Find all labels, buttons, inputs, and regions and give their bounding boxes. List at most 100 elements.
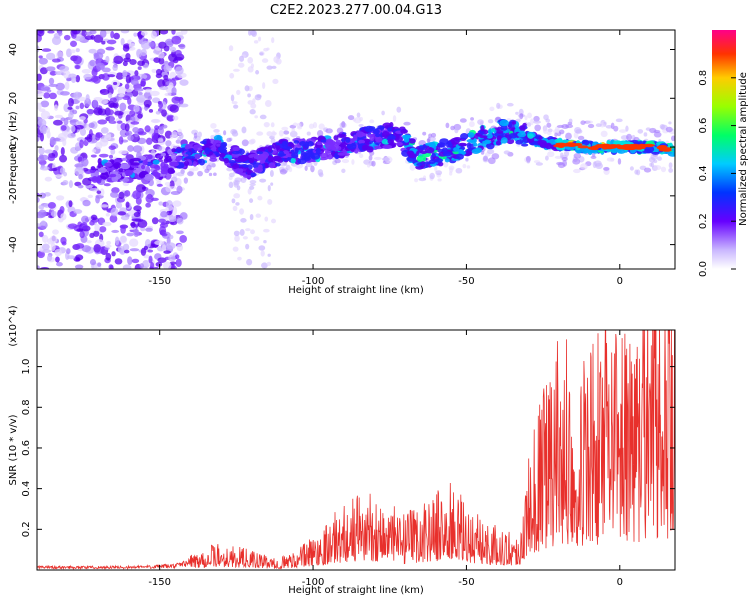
heat-blob <box>527 112 532 119</box>
heat-blob <box>278 130 284 137</box>
heat-blob <box>530 118 534 126</box>
heat-blob <box>105 252 112 261</box>
heat-blob <box>453 147 460 152</box>
heat-blob <box>455 167 463 174</box>
heat-blob <box>67 133 76 139</box>
snr-panel: -150 -100 -50 0 0.2 0.4 0.6 0.8 1.0 Height of s… <box>8 305 676 596</box>
heat-blob <box>74 264 84 269</box>
heat-blob <box>437 161 444 167</box>
heat-blob <box>120 163 131 170</box>
heat-blob <box>315 147 321 155</box>
heat-blob <box>197 170 203 177</box>
heat-blob <box>105 46 115 51</box>
heat-blob <box>373 156 382 161</box>
heat-blob <box>113 81 118 86</box>
heat-blob <box>81 158 89 167</box>
heat-blob <box>671 148 675 152</box>
heat-blob <box>145 137 153 145</box>
heat-blob <box>119 102 127 112</box>
heat-blob <box>233 104 239 109</box>
heat-blob <box>107 74 116 78</box>
heat-blob <box>253 236 260 241</box>
heat-blob <box>122 243 130 251</box>
heat-blob <box>123 57 132 63</box>
heat-blob <box>387 138 395 145</box>
heat-blob <box>37 156 45 162</box>
heat-blob <box>82 167 89 172</box>
heat-blob <box>98 153 109 158</box>
heat-blob <box>110 148 116 155</box>
heat-blob <box>239 208 245 215</box>
heat-blob <box>172 206 178 216</box>
heat-blob <box>306 131 311 136</box>
colorbar-tick-label: 0.2 <box>698 213 709 229</box>
heat-blob <box>83 73 93 80</box>
heat-blob <box>637 144 646 148</box>
heat-blob <box>67 223 78 229</box>
heat-blob <box>535 162 544 166</box>
heat-blob <box>137 66 142 70</box>
x-tick-label: 0 <box>617 577 623 588</box>
heat-blob <box>54 145 59 152</box>
heat-blob <box>381 130 390 138</box>
heat-blob <box>99 30 107 38</box>
heat-blob <box>127 256 133 266</box>
heat-blob <box>63 34 71 41</box>
heat-blob <box>257 195 263 201</box>
heat-blob <box>40 110 51 120</box>
heat-blob <box>242 164 249 168</box>
heat-blob <box>176 217 184 225</box>
spectrogram-panel: -150 -100 -50 0 -40 -20 0 20 40 Height of strai… <box>8 29 676 296</box>
heat-blob <box>244 85 250 92</box>
heat-blob <box>216 143 221 147</box>
heat-blob <box>515 111 519 115</box>
heat-blob <box>172 200 182 207</box>
heat-blob <box>159 86 169 91</box>
heat-blob <box>527 122 532 127</box>
heat-blob <box>580 163 588 170</box>
heat-blob <box>54 104 59 111</box>
heat-blob <box>233 193 241 199</box>
colorbar-tick-label: 0.0 <box>698 261 709 277</box>
heat-blob <box>272 78 279 84</box>
heat-blob <box>625 125 629 132</box>
heat-blob <box>249 30 256 36</box>
heat-blob <box>94 170 100 177</box>
heat-blob <box>231 163 240 170</box>
heat-blob <box>125 130 133 136</box>
snr-x-ticks: -150 -100 -50 0 <box>148 330 623 588</box>
heat-blob <box>169 234 174 240</box>
heat-blob <box>617 158 622 165</box>
heat-blob <box>60 213 67 221</box>
heat-blob <box>43 92 50 99</box>
heat-blob <box>226 137 232 143</box>
heat-blob <box>38 209 47 218</box>
heat-blob <box>122 44 130 52</box>
heat-blob <box>603 143 610 147</box>
heat-blob <box>659 123 665 130</box>
x-tick-label: -50 <box>458 276 474 287</box>
heat-blob <box>163 64 170 73</box>
heat-blob <box>78 174 83 180</box>
heat-blob <box>262 82 266 89</box>
heat-blob <box>179 212 188 220</box>
heat-blob <box>130 221 136 229</box>
heat-blob <box>133 228 140 238</box>
heat-blob <box>126 232 134 237</box>
heat-blob <box>72 55 82 65</box>
heat-blob <box>163 250 171 254</box>
heat-blob <box>249 185 255 190</box>
heat-blob <box>75 105 80 110</box>
heat-blob <box>369 135 375 142</box>
heat-blob <box>465 157 469 162</box>
heat-blob <box>466 142 472 149</box>
heat-blob <box>111 229 120 233</box>
heat-blob <box>91 149 97 153</box>
heat-blob <box>232 205 238 212</box>
heat-blob <box>479 130 485 135</box>
heat-blob <box>168 254 176 262</box>
heat-blob <box>553 129 560 134</box>
heat-blob <box>565 124 574 129</box>
heat-blob <box>255 70 260 75</box>
heat-blob <box>156 155 162 159</box>
